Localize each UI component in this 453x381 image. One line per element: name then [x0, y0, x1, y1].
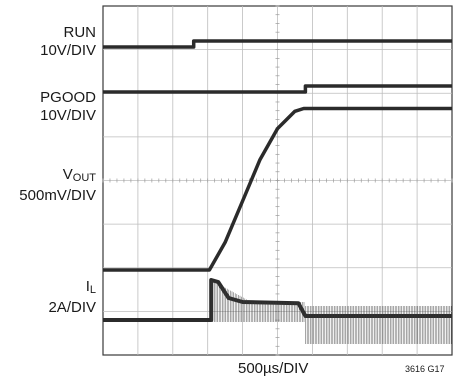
vout-scale: 500mV/DIV — [19, 187, 96, 204]
il-label-sub: L — [89, 284, 96, 296]
run-label: RUN — [63, 24, 97, 41]
pgood-label: PGOOD — [40, 89, 96, 106]
run-trace — [103, 39, 452, 49]
figure-id: 3616 G17 — [405, 364, 445, 374]
pgood-trace — [103, 84, 452, 94]
time-scale-label: 500µs/DIV — [238, 360, 309, 377]
run-channel-label: RUN 10V/DIV — [40, 24, 96, 60]
il-label: IL — [48, 278, 96, 299]
run-scale: 10V/DIV — [40, 42, 96, 59]
il-scale: 2A/DIV — [48, 299, 96, 316]
pgood-channel-label: PGOOD 10V/DIV — [40, 89, 96, 125]
vout-label-sub: OUT — [72, 172, 96, 184]
vout-label-main: V — [62, 166, 73, 183]
grid — [102, 5, 453, 356]
pgood-scale: 10V/DIV — [40, 107, 96, 124]
vout-channel-label: VOUT 500mV/DIV — [19, 166, 96, 205]
vout-trace — [103, 106, 452, 272]
traces — [103, 39, 452, 344]
il-channel-label: IL 2A/DIV — [48, 278, 96, 317]
il-switching-ripple — [210, 280, 452, 344]
il-label-main: I — [85, 278, 90, 295]
vout-label: VOUT — [19, 166, 96, 187]
